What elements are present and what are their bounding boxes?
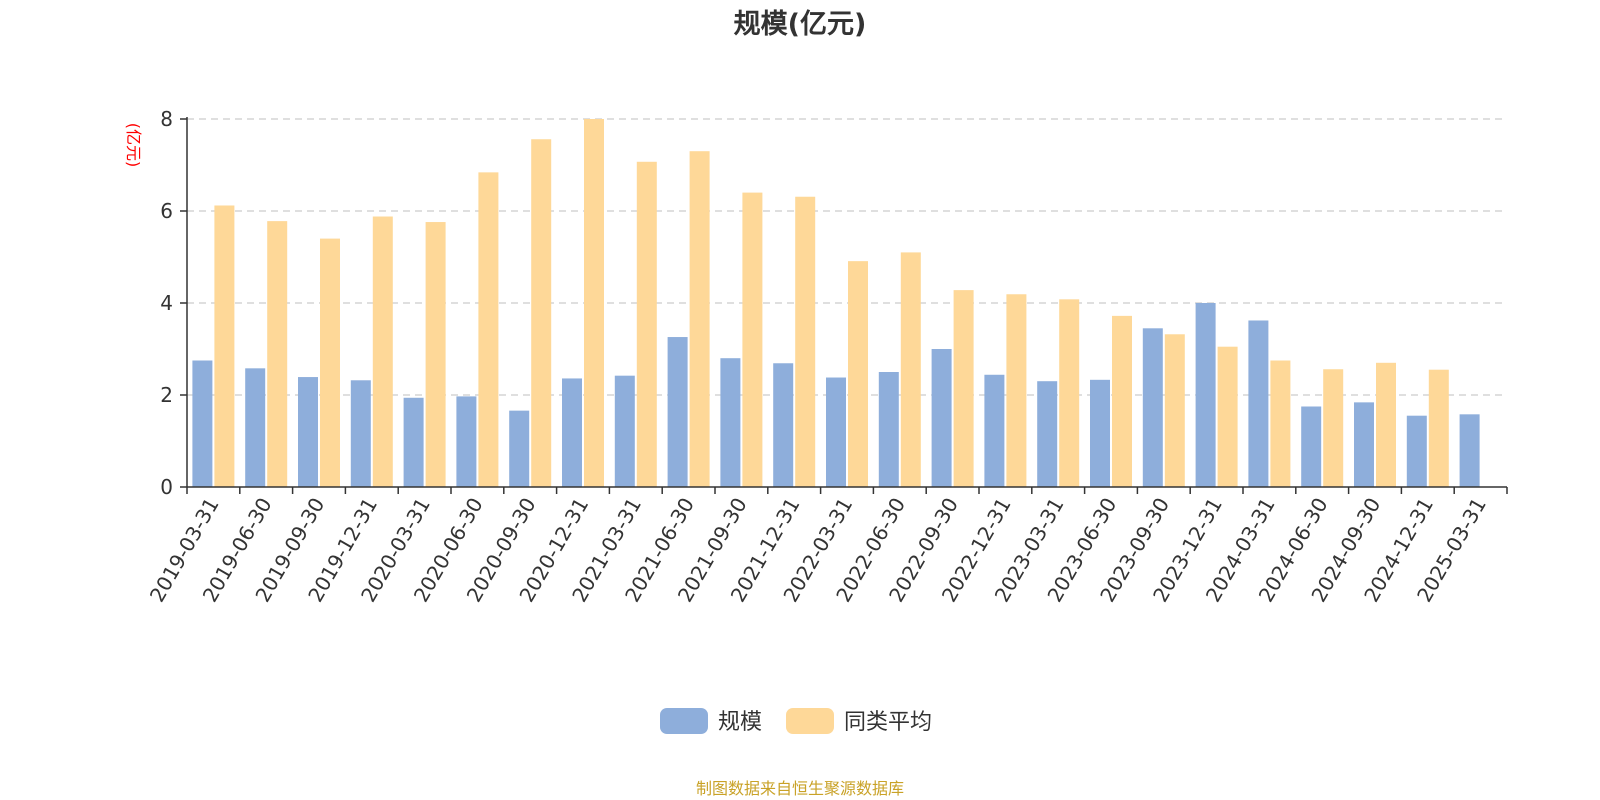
bar-scale bbox=[1142, 328, 1163, 487]
bar-scale bbox=[1354, 402, 1374, 487]
bar-peer-average bbox=[1164, 334, 1185, 487]
bar-scale bbox=[1301, 406, 1322, 487]
bar-scale bbox=[245, 368, 266, 487]
bar-scale bbox=[350, 380, 371, 487]
y-axis-unit-label: (亿元) bbox=[124, 123, 143, 168]
bar-peer-average bbox=[1428, 369, 1449, 487]
bar-scale bbox=[826, 377, 846, 487]
y-tick-label: 6 bbox=[160, 199, 173, 223]
bar-peer-average bbox=[900, 252, 921, 487]
gridlines bbox=[187, 118, 1507, 396]
legend-label: 规模 bbox=[718, 710, 762, 735]
bar-scale bbox=[931, 349, 952, 487]
bar-scale bbox=[1195, 303, 1216, 487]
bar-scale bbox=[1090, 379, 1110, 487]
bar-peer-average bbox=[636, 161, 657, 487]
bar-scale bbox=[403, 397, 424, 487]
bar-peer-average bbox=[742, 192, 763, 487]
bar-scale bbox=[509, 410, 530, 487]
bar-scale bbox=[1406, 415, 1427, 487]
bar-peer-average bbox=[1059, 299, 1080, 487]
bar-peer-average bbox=[267, 221, 288, 487]
bar-peer-average bbox=[214, 205, 235, 488]
bar-scale bbox=[773, 363, 794, 487]
bar-peer-average bbox=[795, 196, 816, 488]
bar-scale bbox=[562, 378, 582, 487]
bar-peer-average bbox=[425, 222, 446, 488]
bar-peer-average bbox=[1112, 315, 1132, 487]
y-tick-label: 2 bbox=[160, 383, 173, 407]
bar-peer-average bbox=[689, 151, 710, 487]
y-tick-label: 8 bbox=[160, 107, 173, 131]
bar-peer-average bbox=[1376, 362, 1396, 487]
legend-item[interactable]: 同类平均 bbox=[786, 708, 932, 735]
bar-scale bbox=[456, 396, 477, 487]
bar-peer-average bbox=[1270, 360, 1291, 487]
bar-scale bbox=[298, 377, 318, 487]
axes: 024682019-03-312019-06-302019-09-302019-… bbox=[145, 107, 1508, 606]
legend-swatch bbox=[660, 708, 708, 734]
bar-scale bbox=[192, 360, 213, 487]
bar-scale bbox=[720, 358, 741, 487]
bar-scale bbox=[614, 375, 635, 487]
bar-peer-average bbox=[1323, 369, 1344, 487]
bar-scale bbox=[667, 337, 688, 487]
source-note: 制图数据来自恒生聚源数据库 bbox=[696, 779, 904, 798]
legend-swatch bbox=[786, 708, 834, 734]
legend[interactable]: 规模 同类平均 bbox=[660, 708, 932, 735]
bar-scale bbox=[1037, 381, 1058, 487]
bar-scale bbox=[878, 372, 899, 487]
bar-scale bbox=[1248, 320, 1269, 487]
bar-peer-average bbox=[584, 119, 604, 487]
bar-scale bbox=[1459, 414, 1480, 487]
bar-peer-average bbox=[531, 139, 552, 488]
legend-item[interactable]: 规模 bbox=[660, 708, 762, 735]
bar-peer-average bbox=[1006, 294, 1027, 487]
y-tick-label: 0 bbox=[160, 475, 173, 499]
legend-label: 同类平均 bbox=[844, 710, 932, 735]
bar-peer-average bbox=[1217, 346, 1238, 487]
bar-peer-average bbox=[848, 261, 868, 487]
bars bbox=[192, 119, 1480, 488]
bar-peer-average bbox=[478, 172, 499, 488]
y-tick-label: 4 bbox=[160, 291, 173, 315]
bar-scale bbox=[984, 374, 1005, 487]
chart-title: 规模(亿元) bbox=[734, 9, 867, 40]
bar-peer-average bbox=[320, 238, 340, 487]
bar-peer-average bbox=[372, 216, 393, 487]
bar-peer-average bbox=[953, 290, 974, 487]
